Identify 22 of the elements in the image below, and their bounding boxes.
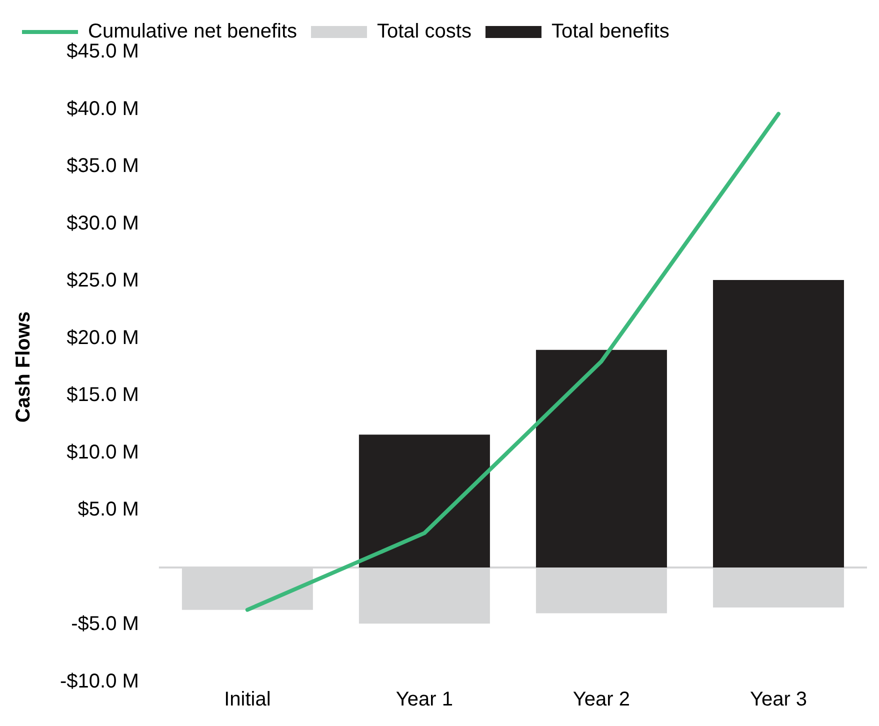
- y-tick-label: $30.0 M: [66, 212, 139, 234]
- y-axis-title: Cash Flows: [12, 311, 35, 423]
- bar: [358, 434, 490, 568]
- y-tick-label: $10.0 M: [66, 441, 139, 464]
- bar: [712, 280, 844, 568]
- legend-label: Cumulative net benefits: [88, 20, 298, 43]
- y-tick-label: $5.0 M: [78, 498, 139, 521]
- x-tick-label: Initial: [224, 688, 271, 711]
- y-tick-label: $15.0 M: [66, 384, 139, 406]
- y-tick-label: -$10.0 M: [60, 670, 139, 693]
- legend-label: Total costs: [377, 20, 472, 43]
- y-tick-label: $40.0 M: [66, 98, 139, 120]
- x-tick-label: Year 3: [750, 688, 808, 711]
- x-tick-label: Year 2: [572, 688, 630, 711]
- x-tick-label: Year 1: [396, 688, 453, 711]
- y-tick-label: $20.0 M: [66, 326, 139, 349]
- y-tick-label: $25.0 M: [66, 270, 139, 292]
- bar: [536, 350, 667, 568]
- y-tick-label: -$5.0 M: [71, 613, 139, 636]
- y-tick-label: $35.0 M: [66, 155, 139, 178]
- legend-label: Total benefits: [551, 20, 670, 43]
- y-tick-label: $45.0 M: [66, 40, 139, 63]
